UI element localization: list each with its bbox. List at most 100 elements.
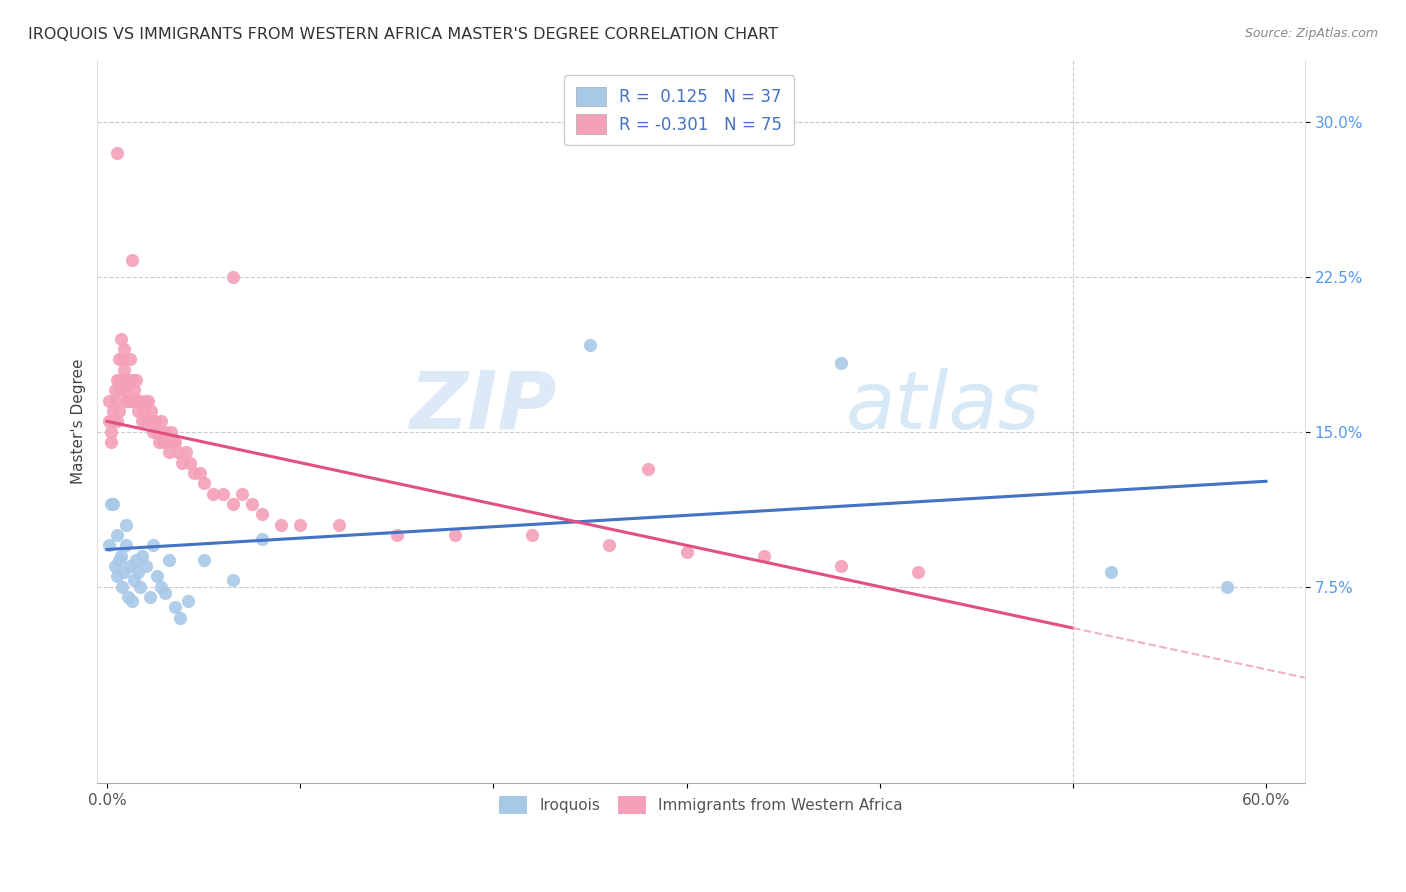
Point [146, 569, 169, 583]
Point [107, 553, 129, 567]
Point [121, 393, 143, 408]
Y-axis label: Master's Degree: Master's Degree [72, 359, 86, 484]
Point [138, 590, 160, 604]
Point [111, 580, 134, 594]
Point [105, 145, 128, 160]
Point [157, 445, 180, 459]
Point [142, 538, 165, 552]
Point [120, 352, 142, 367]
Point [125, 393, 148, 408]
Point [112, 362, 135, 376]
Point [142, 425, 165, 439]
Point [202, 486, 225, 500]
Point [101, 404, 124, 418]
Text: ZIP: ZIP [409, 368, 557, 446]
Point [1216, 580, 1239, 594]
Point [520, 528, 543, 542]
Point [122, 574, 145, 588]
Point [177, 594, 200, 608]
Point [830, 356, 852, 370]
Point [174, 445, 197, 459]
Point [125, 373, 148, 387]
Point [104, 393, 127, 408]
Point [100, 435, 122, 450]
Text: IROQUOIS VS IMMIGRANTS FROM WESTERN AFRICA MASTER'S DEGREE CORRELATION CHART: IROQUOIS VS IMMIGRANTS FROM WESTERN AFRI… [28, 27, 778, 42]
Point [122, 384, 145, 398]
Point [115, 538, 138, 552]
Point [115, 517, 138, 532]
Point [250, 532, 273, 546]
Point [115, 384, 138, 398]
Legend: Iroquois, Immigrants from Western Africa: Iroquois, Immigrants from Western Africa [486, 784, 915, 826]
Point [138, 414, 160, 428]
Point [112, 565, 135, 579]
Point [157, 553, 180, 567]
Point [100, 497, 122, 511]
Point [97, 538, 120, 552]
Point [579, 338, 602, 352]
Point [288, 517, 311, 532]
Point [1101, 565, 1123, 579]
Point [117, 393, 139, 408]
Point [163, 435, 186, 450]
Point [115, 393, 138, 408]
Point [107, 373, 129, 387]
Point [115, 373, 138, 387]
Point [240, 497, 263, 511]
Point [131, 549, 153, 563]
Point [675, 544, 697, 558]
Point [443, 528, 465, 542]
Point [105, 569, 128, 583]
Point [193, 476, 215, 491]
Point [172, 456, 194, 470]
Point [179, 456, 201, 470]
Point [107, 352, 129, 367]
Point [110, 384, 132, 398]
Point [120, 559, 142, 574]
Point [121, 253, 143, 268]
Point [221, 497, 243, 511]
Point [907, 565, 929, 579]
Point [110, 332, 132, 346]
Point [153, 586, 176, 600]
Point [105, 373, 128, 387]
Point [132, 404, 155, 418]
Point [752, 549, 775, 563]
Point [125, 553, 148, 567]
Point [250, 508, 273, 522]
Point [270, 517, 292, 532]
Point [148, 435, 170, 450]
Point [104, 559, 127, 574]
Point [830, 559, 852, 574]
Point [212, 486, 235, 500]
Point [121, 594, 143, 608]
Point [143, 414, 166, 428]
Point [136, 393, 159, 408]
Point [97, 393, 120, 408]
Point [128, 393, 150, 408]
Point [167, 445, 190, 459]
Point [111, 373, 134, 387]
Point [135, 559, 157, 574]
Point [328, 517, 350, 532]
Text: Source: ZipAtlas.com: Source: ZipAtlas.com [1244, 27, 1378, 40]
Text: atlas: atlas [846, 368, 1040, 446]
Point [131, 414, 153, 428]
Point [169, 610, 191, 624]
Point [637, 462, 659, 476]
Point [231, 486, 253, 500]
Point [117, 373, 139, 387]
Point [127, 404, 149, 418]
Point [146, 425, 169, 439]
Point [101, 414, 124, 428]
Point [97, 414, 120, 428]
Point [112, 342, 135, 356]
Point [150, 580, 173, 594]
Point [110, 549, 132, 563]
Point [221, 269, 243, 284]
Point [162, 435, 184, 450]
Point [150, 414, 173, 428]
Point [127, 565, 149, 579]
Point [100, 425, 122, 439]
Point [163, 600, 186, 615]
